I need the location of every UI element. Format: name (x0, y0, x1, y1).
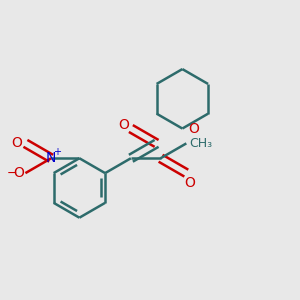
Text: N: N (46, 151, 56, 165)
Text: O: O (11, 136, 22, 150)
Text: O: O (13, 166, 24, 180)
Text: CH₃: CH₃ (190, 137, 213, 150)
Text: −: − (7, 167, 17, 180)
Text: +: + (53, 147, 61, 157)
Text: O: O (118, 118, 129, 132)
Text: O: O (184, 176, 195, 190)
Text: O: O (188, 122, 199, 136)
